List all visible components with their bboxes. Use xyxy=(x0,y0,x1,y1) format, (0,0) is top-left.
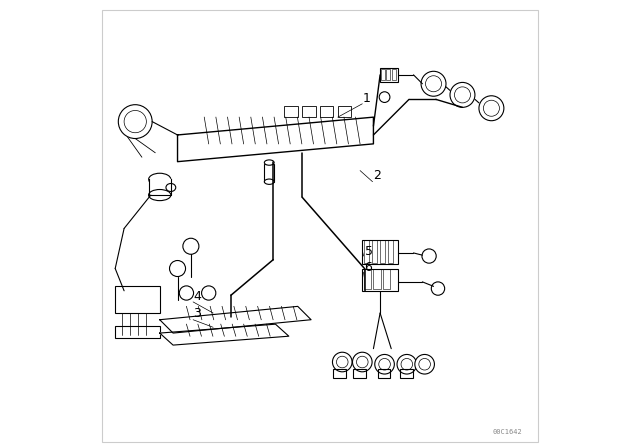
Circle shape xyxy=(401,358,413,370)
Circle shape xyxy=(431,282,445,295)
Bar xyxy=(264,164,274,182)
Ellipse shape xyxy=(148,190,171,201)
Ellipse shape xyxy=(264,160,274,165)
Bar xyxy=(380,241,385,263)
Text: 6: 6 xyxy=(365,261,372,274)
Circle shape xyxy=(454,87,470,103)
Bar xyxy=(362,240,398,264)
Bar xyxy=(115,286,160,313)
Bar xyxy=(380,68,398,82)
Text: 4: 4 xyxy=(193,290,201,303)
Text: 5: 5 xyxy=(365,245,372,258)
Circle shape xyxy=(380,92,390,103)
Bar xyxy=(284,106,298,117)
Text: 2: 2 xyxy=(373,169,381,182)
Circle shape xyxy=(397,354,417,374)
Bar xyxy=(387,69,390,80)
Text: 3: 3 xyxy=(193,307,201,320)
Text: 1: 1 xyxy=(362,91,370,104)
Bar xyxy=(364,269,371,289)
Circle shape xyxy=(375,354,394,374)
Ellipse shape xyxy=(148,173,171,186)
Bar xyxy=(373,269,381,289)
Bar xyxy=(333,369,346,378)
Circle shape xyxy=(483,100,499,116)
Circle shape xyxy=(422,249,436,263)
Polygon shape xyxy=(177,117,373,162)
Circle shape xyxy=(426,76,442,92)
Bar xyxy=(362,268,398,291)
Bar xyxy=(302,106,316,117)
Circle shape xyxy=(170,260,186,276)
Text: 00C1642: 00C1642 xyxy=(492,430,522,435)
Circle shape xyxy=(379,358,390,370)
Circle shape xyxy=(179,286,193,300)
Circle shape xyxy=(124,111,147,133)
Bar xyxy=(381,69,385,80)
Ellipse shape xyxy=(166,184,176,191)
Bar xyxy=(388,241,394,263)
Circle shape xyxy=(332,352,352,372)
Circle shape xyxy=(356,356,368,368)
Circle shape xyxy=(337,356,348,368)
Circle shape xyxy=(118,105,152,138)
Bar xyxy=(115,327,160,337)
Bar xyxy=(400,369,413,378)
Circle shape xyxy=(421,71,446,96)
Circle shape xyxy=(415,354,435,374)
Circle shape xyxy=(202,286,216,300)
Circle shape xyxy=(183,238,199,254)
Bar xyxy=(383,269,390,289)
Circle shape xyxy=(450,82,475,108)
Circle shape xyxy=(353,352,372,372)
Circle shape xyxy=(419,358,431,370)
Polygon shape xyxy=(160,306,311,333)
Bar xyxy=(320,106,333,117)
Bar xyxy=(378,369,390,378)
Bar xyxy=(364,241,369,263)
Polygon shape xyxy=(148,180,171,195)
Bar xyxy=(353,369,366,378)
Circle shape xyxy=(479,96,504,121)
Ellipse shape xyxy=(264,179,274,185)
Bar xyxy=(372,241,378,263)
Bar xyxy=(338,106,351,117)
Polygon shape xyxy=(160,324,289,345)
Bar xyxy=(392,69,396,80)
